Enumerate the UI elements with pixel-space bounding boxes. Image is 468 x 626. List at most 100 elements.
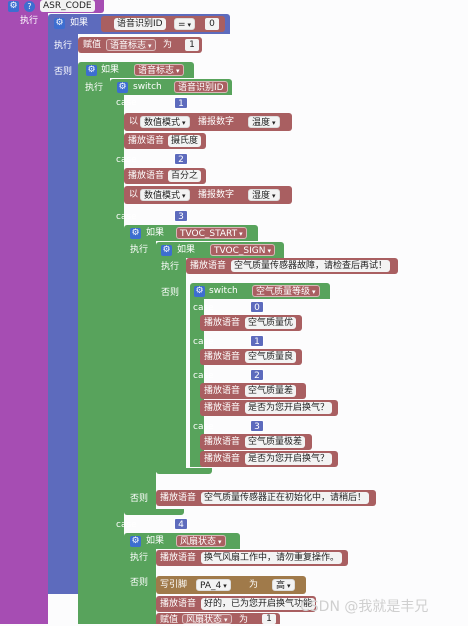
speak-number-label: 播报数字 [198, 190, 235, 200]
if-block-4-bottom[interactable] [156, 468, 212, 474]
assign-fan-as: 为 [239, 615, 249, 625]
assign-as: 为 [163, 40, 173, 50]
compare-value[interactable]: 0 [205, 18, 219, 30]
if-block-3-bottom[interactable] [124, 509, 184, 515]
play-voice-label: 播放语音 [160, 493, 197, 503]
case-1-value[interactable]: 1 [174, 97, 188, 109]
if-label-2: 如果 [101, 65, 120, 75]
switch-label-2: switch [209, 286, 238, 296]
air-quality-var-dropdown[interactable]: 空气质量等级 ▾ [252, 285, 320, 297]
asr-code-block[interactable] [0, 0, 48, 624]
humidity-var-dropdown[interactable]: 湿度 ▾ [248, 189, 280, 201]
asr-do-label: 执行 [20, 16, 39, 26]
do-label-4: 执行 [161, 262, 180, 272]
dropdown-arrow-icon: ▾ [223, 582, 227, 590]
sub-case-2-value[interactable]: 2 [250, 369, 264, 381]
temp-var-dropdown[interactable]: 温度 ▾ [248, 116, 280, 128]
if-block-2-body[interactable] [78, 78, 110, 624]
aq1-text[interactable]: 空气质量良 [245, 351, 297, 363]
voice-word[interactable]: 百分之 [168, 170, 202, 182]
else-label-5: 否则 [130, 578, 149, 588]
sub-case-label: case [193, 337, 214, 347]
gear-icon[interactable]: ⚙ [86, 65, 97, 76]
operator-dropdown[interactable]: = ▾ [174, 18, 196, 30]
dropdown-arrow-icon: ▾ [267, 247, 271, 255]
if2-var-dropdown[interactable]: 语音标志 ▾ [134, 64, 184, 76]
init-text[interactable]: 空气质量传感器正在初始化中，请稍后！ [201, 492, 370, 504]
play-voice-label: 播放语音 [204, 318, 241, 328]
fan-state-dropdown[interactable]: 风扇状态 ▾ [176, 535, 226, 547]
write-pin-label: 写引脚 [160, 580, 188, 590]
dropdown-arrow-icon: ▾ [272, 192, 276, 200]
aq2-text[interactable]: 空气质量差 [245, 385, 297, 397]
if-block-5-body[interactable] [124, 549, 156, 624]
mode-prefix: 以 [129, 117, 139, 127]
gear-icon[interactable]: ⚙ [130, 536, 141, 547]
mode-prefix: 以 [129, 190, 139, 200]
level-dropdown[interactable]: 高 ▾ [272, 579, 295, 591]
play-voice-label: 播放语音 [128, 136, 165, 146]
case-3-value[interactable]: 3 [174, 210, 188, 222]
case-4-value[interactable]: 4 [174, 518, 188, 530]
aq3-text[interactable]: 空气质量极差 [245, 436, 306, 448]
aq2-vent-text[interactable]: 是否为您开启换气？ [245, 402, 333, 414]
play-voice-label: 播放语音 [204, 386, 241, 396]
if-block-1-body[interactable] [48, 34, 78, 594]
play-voice-label: 播放语音 [160, 553, 197, 563]
pin-dropdown[interactable]: PA_4 ▾ [196, 579, 231, 591]
case-label-2: case [116, 155, 137, 165]
fan-working-text[interactable]: 换气风扇工作中，请勿重复操作。 [201, 552, 343, 564]
var-asr-id[interactable]: 语音识别ID [114, 18, 166, 30]
help-icon[interactable]: ? [24, 1, 35, 12]
play-voice-label: 播放语音 [204, 437, 241, 447]
switch-block-2-body[interactable] [190, 299, 204, 467]
dropdown-arrow-icon: ▾ [224, 616, 228, 624]
sub-case-3-value[interactable]: 3 [250, 420, 264, 432]
write-pin-block[interactable] [156, 576, 306, 594]
dropdown-arrow-icon: ▾ [218, 538, 222, 546]
gear-icon[interactable]: ⚙ [161, 245, 172, 256]
sub-case-1-value[interactable]: 1 [250, 335, 264, 347]
gear-icon[interactable]: ⚙ [54, 18, 65, 29]
aq0-text[interactable]: 空气质量优 [245, 317, 297, 329]
if-label-5: 如果 [146, 536, 165, 546]
do-label-2: 执行 [85, 83, 104, 93]
assign-var-dropdown[interactable]: 语音标志 ▾ [106, 39, 156, 51]
gear-icon[interactable]: ⚙ [194, 286, 205, 297]
switch-block-1-body[interactable] [110, 95, 124, 624]
switch-var-dropdown[interactable]: 语音识别ID [174, 81, 228, 93]
mode-dropdown[interactable]: 数值模式 ▾ [140, 116, 190, 128]
assign-label: 赋值 [83, 40, 102, 50]
tvoc-sign-dropdown[interactable]: TVOC_SIGN ▾ [210, 244, 275, 256]
voice-fault-text[interactable]: 空气质量传感器故障，请检查后再试！ [231, 260, 391, 272]
assign-fan-var-dropdown[interactable]: 风扇状态 ▾ [182, 614, 232, 625]
gear-icon[interactable]: ⚙ [8, 1, 19, 12]
else-label-1: 否则 [54, 67, 73, 77]
dropdown-arrow-icon: ▾ [182, 119, 186, 127]
dropdown-arrow-icon: ▾ [187, 21, 192, 29]
sub-case-label: case [193, 303, 214, 313]
gear-icon[interactable]: ⚙ [130, 228, 141, 239]
sub-case-0-value[interactable]: 0 [250, 301, 264, 313]
if-label: 如果 [70, 18, 89, 28]
do-label-1: 执行 [54, 41, 73, 51]
dropdown-arrow-icon: ▾ [239, 230, 243, 238]
voice-word[interactable]: 摄氏度 [168, 135, 202, 147]
if-block-4-body[interactable] [156, 258, 186, 472]
assign-value[interactable]: 1 [185, 39, 199, 51]
mode-dropdown[interactable]: 数值模式 ▾ [140, 189, 190, 201]
case-label-3: case [116, 212, 137, 222]
assign-fan-value[interactable]: 1 [262, 614, 276, 624]
play-voice-label: 播放语音 [204, 403, 241, 413]
case-label-4: case [116, 520, 137, 530]
vent-on-text[interactable]: 好的，已为您开启换气功能 [201, 598, 316, 610]
gear-icon[interactable]: ⚙ [117, 82, 128, 93]
speak-number-label: 播报数字 [198, 117, 235, 127]
aq3-vent-text[interactable]: 是否为您开启换气？ [245, 453, 333, 465]
case-2-value[interactable]: 2 [174, 153, 188, 165]
dropdown-arrow-icon: ▾ [176, 67, 180, 75]
tvoc-start-dropdown[interactable]: TVOC_START ▾ [176, 227, 247, 239]
play-voice-label: 播放语音 [128, 171, 165, 181]
dropdown-arrow-icon: ▾ [272, 119, 276, 127]
if-block-3-body[interactable] [124, 241, 156, 511]
